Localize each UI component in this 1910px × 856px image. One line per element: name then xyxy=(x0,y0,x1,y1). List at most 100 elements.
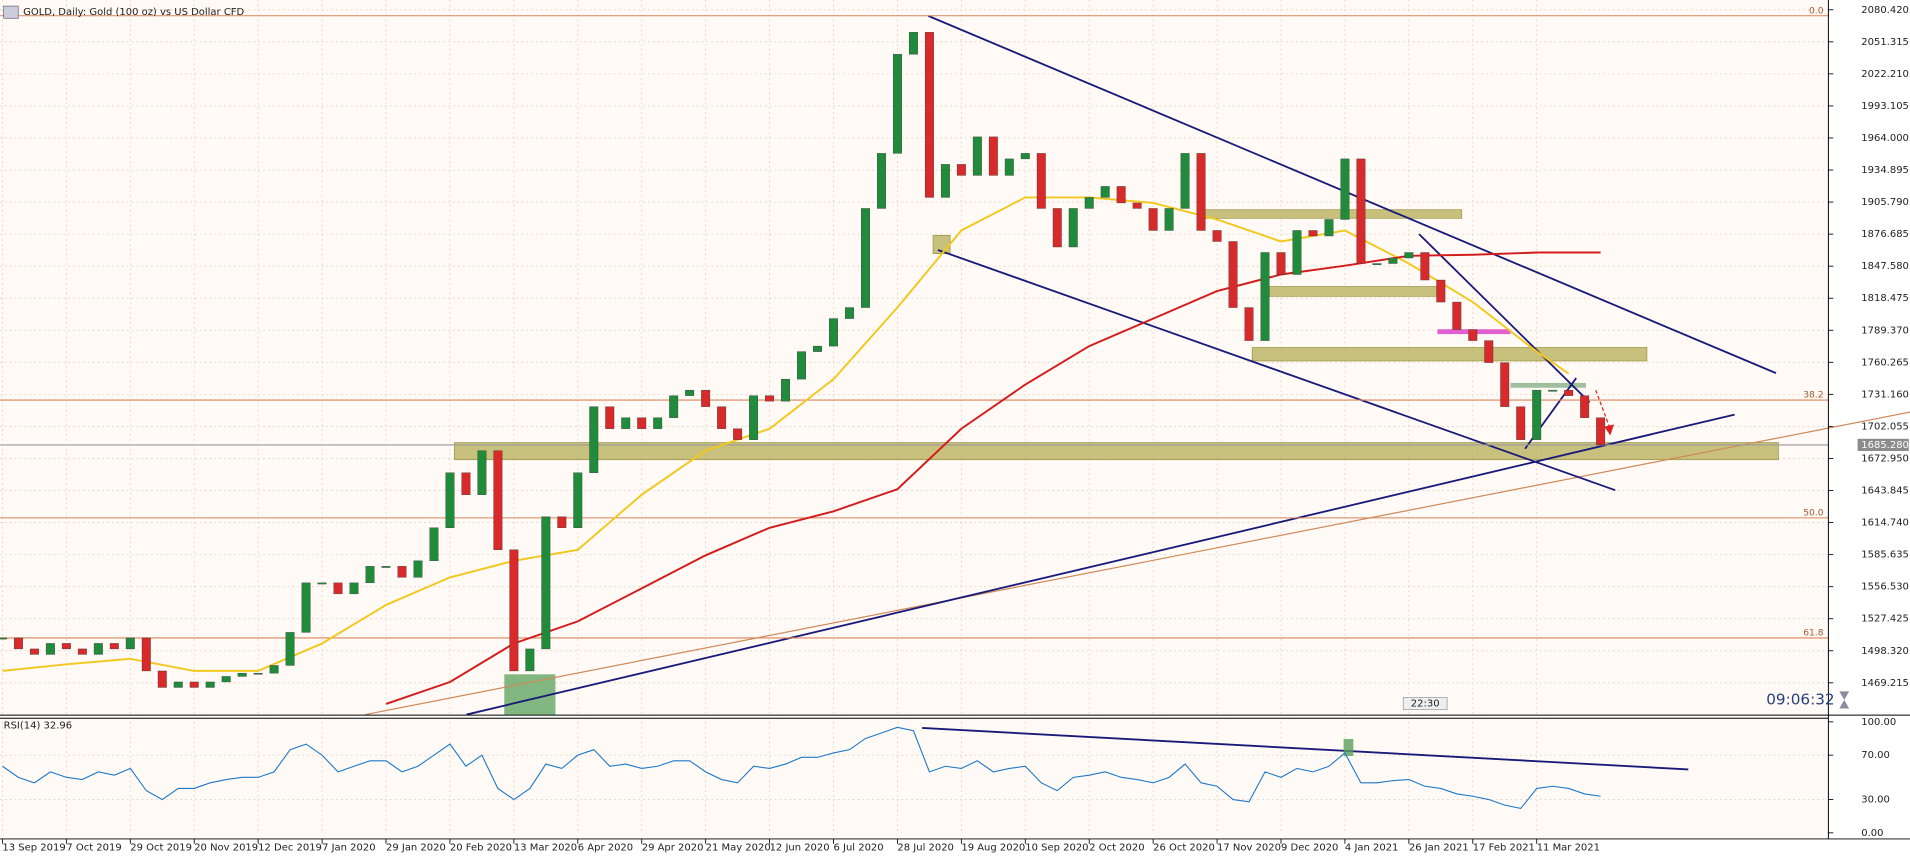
candle xyxy=(749,395,759,440)
x-tick-label: 19 Aug 2020 xyxy=(961,842,1025,853)
candle xyxy=(797,351,806,380)
y-tick-label: 1876.685 xyxy=(1861,229,1909,240)
candle xyxy=(173,681,183,688)
x-tick-label: 13 Mar 2020 xyxy=(514,842,577,853)
y-tick-label: 1731.160 xyxy=(1861,389,1909,400)
time-marker-box xyxy=(1402,697,1448,711)
candle xyxy=(1436,279,1446,303)
candle xyxy=(685,389,695,396)
candle xyxy=(413,560,423,578)
fib-label: 38.2 xyxy=(1803,391,1823,401)
candle xyxy=(509,549,519,672)
candle xyxy=(1404,252,1414,259)
rsi-line xyxy=(2,726,1601,810)
y-tick-label: 1643.845 xyxy=(1861,486,1909,497)
candle xyxy=(1292,230,1302,275)
candle xyxy=(892,54,902,154)
x-tick-label: 26 Oct 2020 xyxy=(1153,842,1215,853)
candle xyxy=(924,32,934,198)
candle xyxy=(829,318,838,347)
y-tick-label: 1993.105 xyxy=(1861,101,1909,112)
candle xyxy=(1036,153,1046,209)
y-tick-label: 2051.315 xyxy=(1861,37,1909,48)
candle xyxy=(13,637,23,650)
annotations xyxy=(365,15,1910,771)
candle xyxy=(908,32,918,55)
candle xyxy=(1532,389,1542,440)
candle xyxy=(1420,252,1430,281)
x-tick-label: 6 Jul 2020 xyxy=(834,842,884,853)
candle xyxy=(1324,219,1334,237)
candle xyxy=(1500,362,1510,407)
candle xyxy=(1196,153,1206,231)
trendline xyxy=(937,249,1616,492)
candle xyxy=(1596,417,1606,446)
candle xyxy=(813,345,822,352)
candle xyxy=(397,566,407,578)
candle xyxy=(1068,208,1078,248)
y-tick-label: 1498.320 xyxy=(1861,646,1909,657)
candle xyxy=(237,672,247,677)
icon xyxy=(3,5,19,19)
candle xyxy=(956,164,966,176)
candle xyxy=(653,417,663,429)
y-tick-label: 2022.210 xyxy=(1861,69,1909,80)
candle xyxy=(45,643,55,655)
countdown: 09:06:32 xyxy=(1766,690,1834,708)
candle xyxy=(333,582,343,595)
candle xyxy=(1180,153,1190,209)
candle xyxy=(845,307,854,319)
y-tick-label: 1934.895 xyxy=(1861,165,1909,176)
candle xyxy=(221,676,231,683)
arrow xyxy=(1595,389,1611,430)
candle xyxy=(77,648,87,655)
zone xyxy=(504,674,556,715)
candle xyxy=(717,406,727,429)
trendline xyxy=(365,411,1910,716)
trendline xyxy=(466,413,1735,716)
candle xyxy=(205,681,215,688)
candle xyxy=(1052,208,1062,248)
candle xyxy=(621,417,631,429)
candle xyxy=(29,648,39,655)
candle xyxy=(1132,202,1142,209)
fib-label: 50.0 xyxy=(1803,509,1824,519)
y-tick-label: 100.00 xyxy=(1861,717,1896,728)
x-tick-label: 21 May 2020 xyxy=(706,842,771,853)
candle xyxy=(61,643,71,650)
y-tick-label: 1818.475 xyxy=(1861,293,1909,304)
x-tick-label: 28 Jul 2020 xyxy=(897,842,953,853)
y-tick-label: 1760.265 xyxy=(1861,357,1909,368)
marks: 0.0 38.2 50.0 61.8 1685.280 xyxy=(0,6,1909,810)
candle xyxy=(1388,257,1398,264)
x-tick-label: 29 Jan 2020 xyxy=(386,842,446,853)
x-tick-label: 29 Apr 2020 xyxy=(642,842,704,853)
candle xyxy=(781,378,791,402)
x-tick-label: 20 Nov 2019 xyxy=(194,842,258,853)
y-tick-label: 70.00 xyxy=(1861,750,1890,761)
candle xyxy=(109,643,119,650)
x-tick-label: 7 Oct 2019 xyxy=(66,842,121,853)
candle xyxy=(0,637,7,640)
candle xyxy=(765,395,775,402)
candle xyxy=(573,472,583,528)
candle xyxy=(1260,252,1270,341)
candle xyxy=(317,582,327,585)
candle xyxy=(605,406,615,429)
x-tick-label: 2 Oct 2020 xyxy=(1089,842,1144,853)
candle xyxy=(1084,197,1094,209)
candle xyxy=(141,637,151,672)
candle xyxy=(733,428,743,440)
candle xyxy=(972,136,982,176)
candle xyxy=(1356,158,1366,264)
candle xyxy=(1100,186,1110,198)
x-tick-label: 11 Mar 2021 xyxy=(1537,842,1600,853)
last-price-box xyxy=(1857,438,1909,451)
candle xyxy=(1004,158,1014,176)
candle xyxy=(1548,389,1558,392)
y-tick-label: 1905.790 xyxy=(1861,197,1909,208)
candle xyxy=(93,643,103,655)
arrow-head xyxy=(1604,424,1614,436)
candle xyxy=(1116,186,1126,204)
